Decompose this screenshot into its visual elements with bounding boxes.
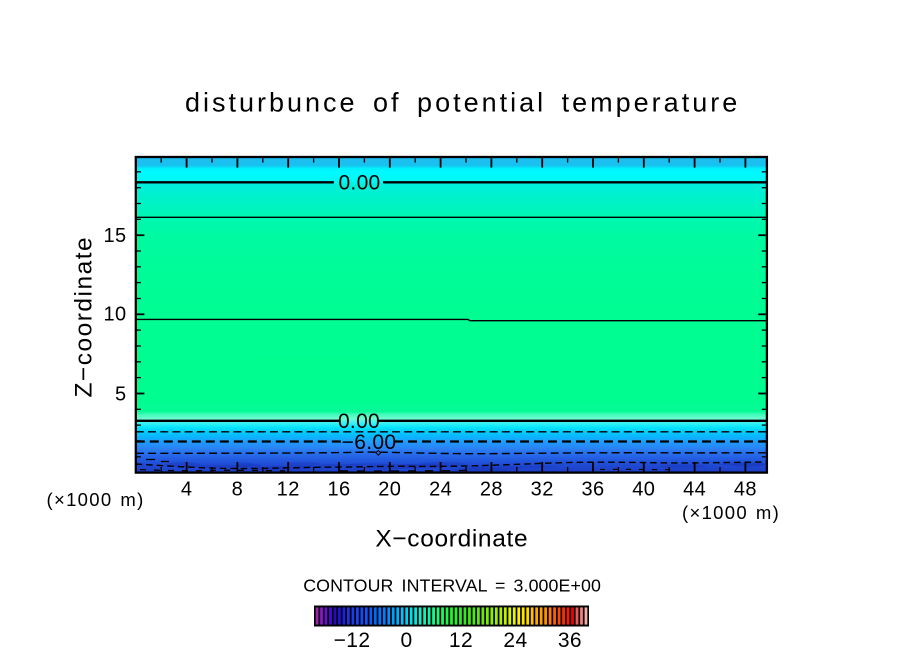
svg-text:disturbunce of potential tempe: disturbunce of potential temperature — [185, 88, 740, 118]
svg-text:0.00: 0.00 — [338, 410, 380, 433]
svg-text:16: 16 — [327, 479, 350, 501]
svg-text:X−coordinate: X−coordinate — [375, 526, 528, 553]
svg-text:0: 0 — [400, 629, 412, 652]
svg-text:40: 40 — [632, 479, 655, 501]
svg-text:12: 12 — [277, 479, 300, 501]
svg-text:48: 48 — [734, 479, 757, 501]
svg-text:10: 10 — [103, 303, 126, 325]
svg-text:8: 8 — [232, 479, 244, 501]
svg-text:(×1000 m): (×1000 m) — [47, 489, 145, 510]
svg-text:12: 12 — [449, 629, 473, 652]
svg-text:(×1000 m): (×1000 m) — [682, 502, 780, 523]
svg-text:44: 44 — [683, 479, 706, 501]
svg-text:32: 32 — [531, 479, 554, 501]
svg-text:36: 36 — [558, 629, 582, 652]
svg-text:24: 24 — [429, 479, 452, 501]
svg-text:Z−coordinate: Z−coordinate — [71, 236, 98, 398]
svg-text:−6.00: −6.00 — [342, 431, 397, 454]
svg-text:CONTOUR INTERVAL = 3.000E+00: CONTOUR INTERVAL = 3.000E+00 — [303, 576, 601, 596]
svg-text:24: 24 — [503, 629, 527, 652]
svg-text:20: 20 — [378, 479, 401, 501]
svg-text:5: 5 — [115, 384, 127, 406]
svg-text:4: 4 — [181, 479, 193, 501]
svg-text:36: 36 — [581, 479, 604, 501]
svg-text:−12: −12 — [334, 629, 371, 652]
svg-text:15: 15 — [103, 225, 126, 247]
svg-text:0.00: 0.00 — [338, 171, 380, 194]
svg-text:28: 28 — [480, 479, 503, 501]
